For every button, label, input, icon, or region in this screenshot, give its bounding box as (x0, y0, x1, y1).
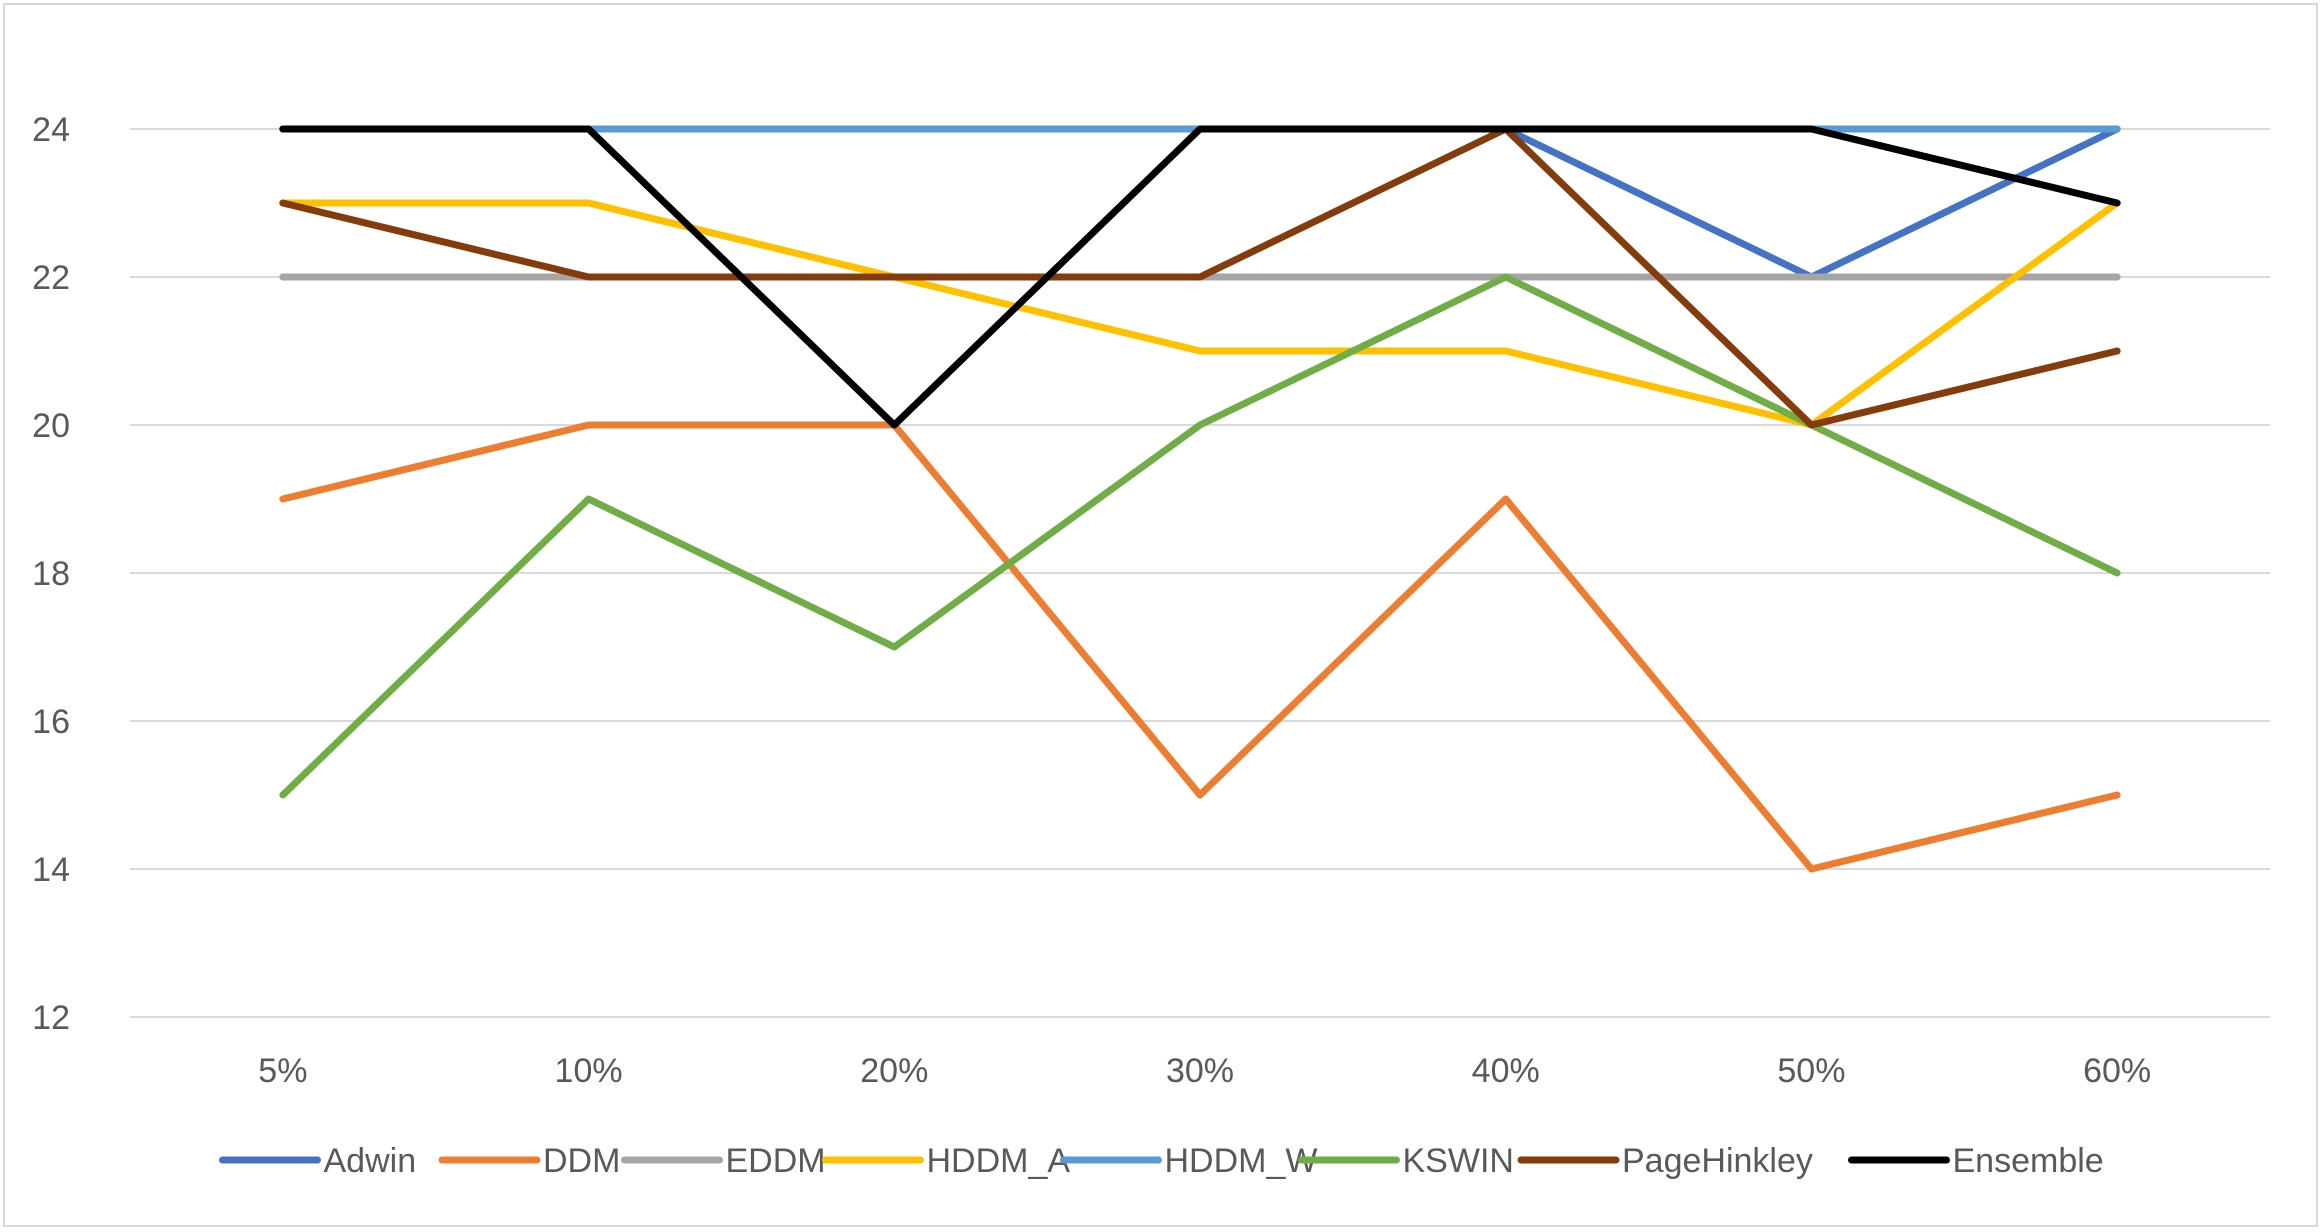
x-axis-ticks: 5% 10% 20% 30% 40% 50% 60% (258, 1052, 2151, 1090)
series-line-ddm (279, 421, 2121, 873)
y-tick-label: 20 (32, 407, 70, 445)
y-tick-label: 22 (32, 259, 70, 297)
legend-item-pagehinkley: PageHinkley (1517, 1142, 1813, 1180)
legend-item-adwin: Adwin (219, 1142, 417, 1180)
series-line-ensemble (279, 125, 2121, 429)
legend-item-ddm: DDM (438, 1142, 620, 1180)
x-tick-label: 5% (258, 1052, 307, 1090)
legend-label: Ensemble (1953, 1142, 2104, 1180)
y-tick-label: 16 (32, 703, 70, 741)
x-tick-label: 40% (1472, 1052, 1540, 1090)
chart-frame (3, 3, 2318, 1227)
legend-item-kswin: KSWIN (1298, 1142, 1514, 1180)
series-lines (279, 125, 2121, 873)
y-tick-label: 24 (32, 111, 70, 149)
legend-label: PageHinkley (1622, 1142, 1813, 1180)
x-tick-label: 30% (1166, 1052, 1234, 1090)
legend-label: HDDM_W (1165, 1142, 1318, 1180)
x-tick-label: 20% (860, 1052, 928, 1090)
gridlines (130, 128, 2270, 1018)
y-tick-label: 18 (32, 555, 70, 593)
legend-item-hddm_w: HDDM_W (1060, 1142, 1318, 1180)
y-axis-ticks: 12 14 16 18 20 22 24 (32, 111, 70, 1037)
legend-label: Adwin (324, 1142, 417, 1180)
legend-label: HDDM_A (927, 1142, 1071, 1180)
x-tick-label: 50% (1777, 1052, 1845, 1090)
legend-label: KSWIN (1403, 1142, 1514, 1180)
series-line-pagehinkley (279, 125, 2121, 429)
y-tick-label: 14 (32, 851, 70, 889)
legend: Adwin DDM EDDM HDDM_A HDDM_W KSWIN PageHinkley… (219, 1142, 2104, 1180)
legend-label: EDDM (726, 1142, 826, 1180)
x-tick-label: 10% (555, 1052, 623, 1090)
y-tick-label: 12 (32, 999, 70, 1037)
series-line-kswin (279, 273, 2121, 799)
legend-item-ensemble: Ensemble (1848, 1142, 2104, 1180)
series-line-hddm_a (279, 199, 2121, 429)
legend-item-hddm_a: HDDM_A (822, 1142, 1071, 1180)
legend-item-eddm: EDDM (621, 1142, 826, 1180)
x-tick-label: 60% (2083, 1052, 2151, 1090)
legend-label: DDM (543, 1142, 620, 1180)
